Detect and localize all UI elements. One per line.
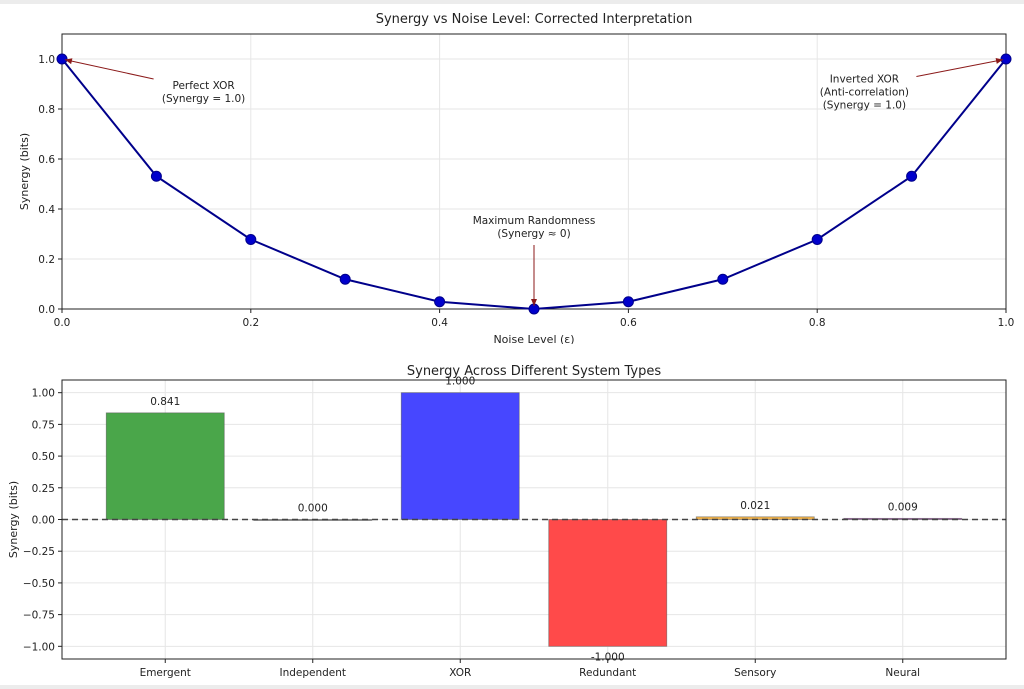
chart-synergy-system-types: Synergy Across Different System Types1.0… [7, 364, 1007, 679]
data-point [245, 234, 257, 245]
annotation-arrow [64, 59, 154, 80]
bar-value-label: 0.009 [888, 501, 918, 513]
data-point [906, 170, 918, 182]
x-tick-label: 0.2 [242, 317, 259, 329]
bar-value-label: 0.841 [150, 396, 180, 408]
x-axis-label: Noise Level (ε) [493, 333, 574, 344]
y-tick-label: 0.75 [32, 419, 55, 431]
x-tick-label: 0.0 [54, 317, 71, 329]
y-tick-label: 0.0 [38, 304, 55, 316]
plot-frame [61, 379, 1007, 660]
annotation-text: (Synergy = 1.0) [823, 100, 906, 112]
annotation-text: (Anti-correlation) [820, 87, 909, 99]
bar-value-label: 0.021 [740, 500, 770, 512]
annotation-text: Perfect XOR [172, 80, 234, 92]
data-point [56, 53, 68, 65]
y-axis-label: Synergy (bits) [18, 133, 31, 210]
x-tick-label: 0.6 [620, 317, 637, 329]
data-point [717, 273, 729, 285]
annotation-text: Inverted XOR [830, 74, 899, 86]
y-tick-label: 1.0 [38, 54, 55, 66]
data-point [1000, 53, 1012, 65]
x-tick-label: XOR [449, 667, 471, 679]
figure: Synergy vs Noise Level: Corrected Interp… [0, 4, 1024, 685]
annotation-arrowhead [531, 299, 537, 306]
y-tick-label: 0.00 [32, 515, 55, 527]
data-point [434, 296, 446, 308]
y-tick-label: −1.00 [23, 641, 55, 653]
y-tick-label: −0.50 [23, 578, 55, 590]
bar-value-label: 0.000 [298, 503, 328, 515]
x-tick-label: Sensory [734, 667, 776, 679]
x-tick-label: Neural [885, 667, 920, 679]
bar [548, 519, 668, 647]
data-point [150, 170, 162, 182]
annotation-arrowhead [64, 58, 73, 65]
x-tick-label: Emergent [140, 667, 191, 679]
annotation-arrowhead [995, 57, 1004, 64]
annotation-text: Maximum Randomness [473, 215, 596, 227]
chart-synergy-vs-noise: Synergy vs Noise Level: Corrected Interp… [18, 12, 1015, 344]
data-point [622, 296, 634, 308]
y-tick-label: −0.25 [23, 546, 55, 558]
annotation-text: (Synergy ≈ 0) [497, 228, 570, 240]
bar [400, 392, 520, 520]
annotation-text: (Synergy = 1.0) [162, 93, 245, 105]
x-tick-label: Redundant [579, 667, 636, 679]
chart-title: Synergy vs Noise Level: Corrected Interp… [376, 12, 693, 27]
chart-title: Synergy Across Different System Types [407, 364, 661, 379]
y-tick-label: 0.25 [32, 483, 55, 495]
x-tick-label: 0.8 [809, 317, 826, 329]
bar-value-label: 1.000 [445, 376, 475, 388]
data-point [339, 273, 351, 285]
y-tick-label: 1.00 [32, 388, 55, 400]
x-tick-label: 0.4 [431, 317, 448, 329]
x-tick-label: Independent [279, 667, 346, 679]
y-tick-label: 0.4 [38, 204, 55, 216]
y-tick-label: 0.6 [38, 154, 55, 166]
y-tick-label: 0.8 [38, 104, 55, 116]
y-tick-label: 0.2 [38, 254, 55, 266]
y-tick-label: −0.75 [23, 610, 55, 622]
bar [105, 412, 225, 520]
x-tick-label: 1.0 [998, 317, 1015, 329]
bar-value-label: -1.000 [591, 651, 625, 663]
annotation-arrow [916, 59, 1004, 77]
y-axis-label: Synergy (bits) [7, 481, 20, 558]
data-point [811, 234, 823, 245]
y-tick-label: 0.50 [32, 451, 55, 463]
